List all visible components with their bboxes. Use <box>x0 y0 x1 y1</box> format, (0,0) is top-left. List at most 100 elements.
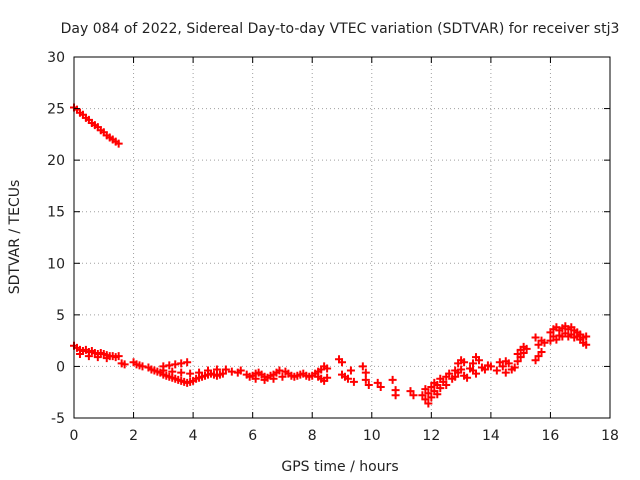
data-point <box>469 359 478 368</box>
data-point <box>373 378 382 387</box>
y-tick-label: 20 <box>47 153 65 169</box>
data-point <box>424 399 433 408</box>
x-tick-label: 8 <box>308 428 317 444</box>
series-main-track <box>70 341 332 387</box>
data-point <box>534 340 543 349</box>
data-point <box>552 335 561 344</box>
data-point <box>195 368 204 377</box>
data-point <box>391 391 400 400</box>
data-point <box>278 372 287 381</box>
data-point <box>433 390 442 399</box>
data-point <box>171 360 180 369</box>
y-tick-label: 30 <box>47 50 65 66</box>
data-point <box>582 332 591 341</box>
data-point <box>338 358 346 367</box>
data-point <box>498 362 507 371</box>
data-point <box>445 369 454 378</box>
data-point <box>457 365 466 374</box>
data-point <box>102 354 111 363</box>
data-point <box>442 380 451 389</box>
data-point <box>138 362 147 371</box>
data-point <box>480 365 489 374</box>
data-point <box>513 350 522 359</box>
data-point <box>531 356 540 365</box>
data-point <box>269 374 278 383</box>
data-point <box>510 363 519 372</box>
axis-ticks: 0 2 4 6 8 10 12 14 16 18 -5 0 5 10 15 20 25 30 <box>47 50 619 444</box>
x-axis-label: GPS time / hours <box>281 459 398 475</box>
data-point <box>177 368 186 377</box>
data-point <box>314 372 323 381</box>
data-point <box>114 139 123 148</box>
data-point <box>472 369 480 378</box>
x-tick-label: 10 <box>363 428 381 444</box>
data-point <box>546 336 555 345</box>
data-point <box>427 393 436 402</box>
data-point <box>221 365 230 374</box>
x-tick-label: 12 <box>422 428 440 444</box>
data-point <box>564 332 573 341</box>
data-point <box>260 375 269 384</box>
data-point <box>218 369 227 378</box>
data-point <box>227 367 236 376</box>
data-point <box>436 384 445 393</box>
plot-frame <box>73 56 611 419</box>
data-point <box>460 358 469 367</box>
data-point <box>501 368 510 377</box>
data-point <box>409 391 418 400</box>
data-point <box>84 352 93 361</box>
y-tick-label: -5 <box>51 411 65 427</box>
series-rising-track <box>418 333 549 408</box>
data-point <box>504 359 513 368</box>
data-point <box>75 350 84 359</box>
x-tick-label: 18 <box>601 428 619 444</box>
x-tick-label: 4 <box>189 428 198 444</box>
data-point <box>424 389 433 398</box>
y-tick-label: 5 <box>56 308 65 324</box>
data-point <box>212 365 221 374</box>
data-point <box>251 374 260 383</box>
y-tick-label: 0 <box>56 359 65 375</box>
x-tick-label: 2 <box>129 428 138 444</box>
data-point <box>343 374 352 383</box>
data-point <box>186 369 195 378</box>
y-tick-label: 15 <box>47 205 65 221</box>
x-tick-label: 14 <box>482 428 500 444</box>
data-point <box>358 362 367 371</box>
x-tick-label: 6 <box>248 428 257 444</box>
data-point <box>388 375 397 384</box>
data-point <box>537 347 546 356</box>
data-point <box>474 356 483 365</box>
y-tick-label: 25 <box>47 102 65 118</box>
data-point <box>323 364 332 373</box>
data-point <box>114 352 123 361</box>
data-point <box>120 360 129 369</box>
series-gap-segments <box>335 355 418 400</box>
data-point <box>177 359 186 368</box>
x-tick-label: 0 <box>70 428 79 444</box>
data-point <box>323 373 332 382</box>
data-point <box>376 383 385 392</box>
data-point <box>451 372 460 381</box>
data-point <box>540 338 549 347</box>
data-point <box>361 375 370 384</box>
y-tick-label: 10 <box>47 256 65 272</box>
data-point <box>349 377 358 386</box>
data-point <box>421 395 430 404</box>
data-point <box>364 380 373 389</box>
data-point <box>204 366 212 375</box>
y-axis-label: SDTVAR / TECUs <box>7 180 23 295</box>
data-point <box>346 366 355 375</box>
data-point <box>427 383 436 392</box>
data-point <box>582 340 591 349</box>
data-point <box>513 357 522 366</box>
data-point <box>361 368 370 377</box>
data-point <box>183 358 192 367</box>
data-point <box>159 366 168 375</box>
data-point <box>168 367 177 376</box>
x-tick-label: 16 <box>542 428 560 444</box>
data-point <box>406 387 415 396</box>
data-point <box>463 373 472 382</box>
data-point <box>570 333 579 342</box>
